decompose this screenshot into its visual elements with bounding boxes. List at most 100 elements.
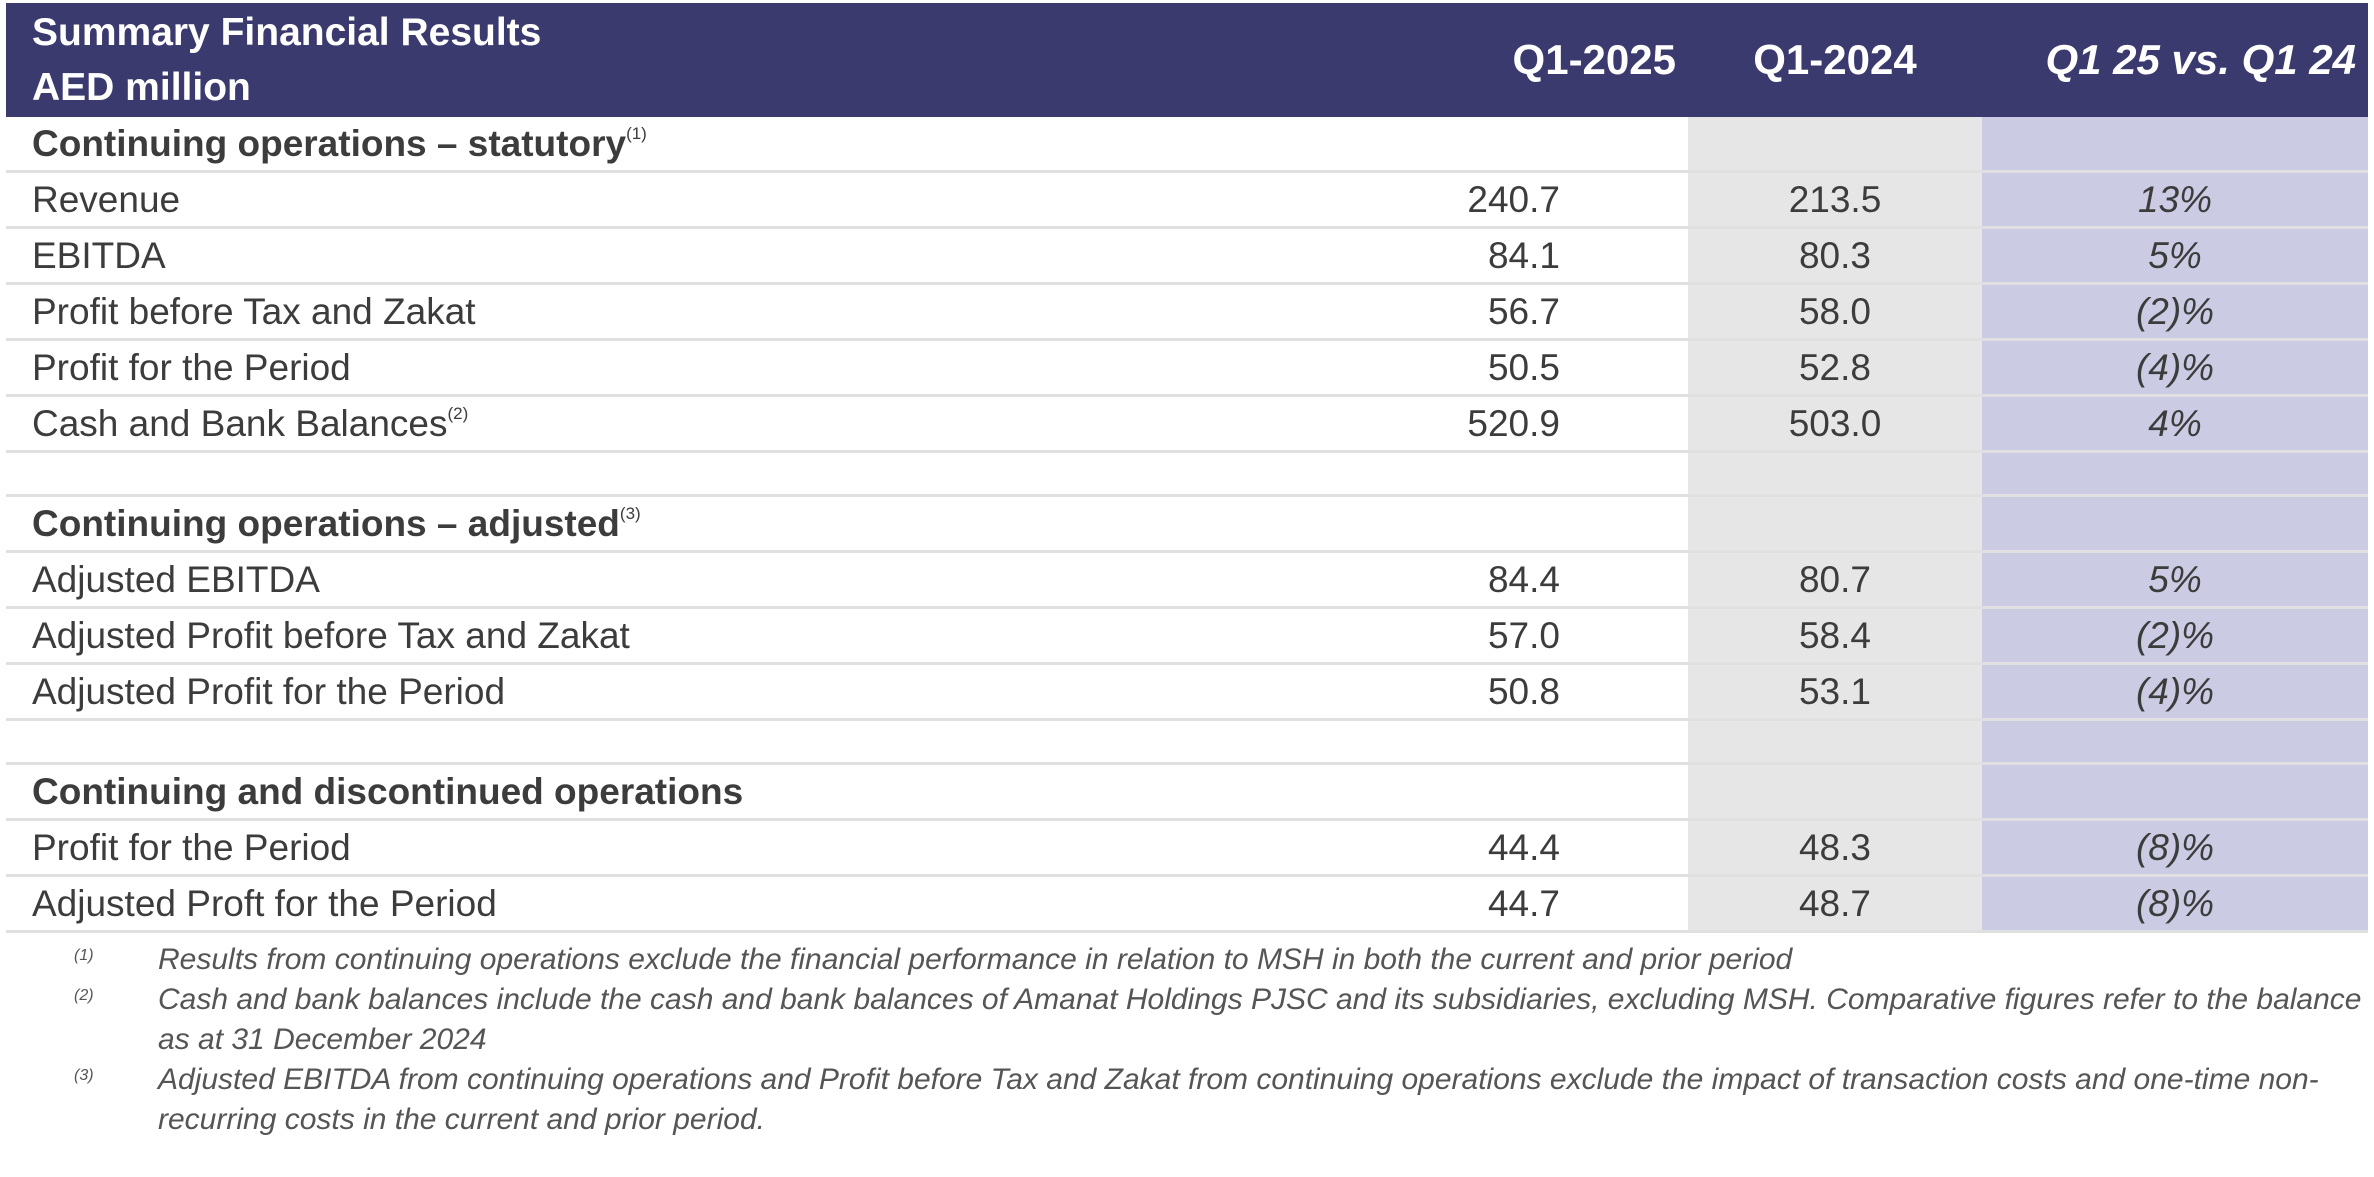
spacer-cell bbox=[1186, 451, 1688, 497]
table-row: Profit for the Period 50.5 52.8 (4)% bbox=[6, 339, 2368, 397]
spacer-cell bbox=[1688, 719, 1982, 765]
empty-cell bbox=[1982, 495, 2368, 553]
row-label: Adjusted Profit before Tax and Zakat bbox=[6, 607, 1186, 665]
row-label-text: Revenue bbox=[32, 178, 181, 220]
value-q1-2024: 48.7 bbox=[1688, 875, 1982, 933]
row-label: Profit before Tax and Zakat bbox=[6, 283, 1186, 341]
value-q1-2024: 80.3 bbox=[1688, 227, 1982, 285]
section-header-row: Continuing operations – statutory(1) bbox=[6, 117, 2368, 173]
value-q1-2024: 503.0 bbox=[1688, 395, 1982, 453]
value-q1-2024: 80.7 bbox=[1688, 551, 1982, 609]
value-variance: (4)% bbox=[1982, 339, 2368, 397]
table-row: Adjusted Profit for the Period 50.8 53.1 (4… bbox=[6, 663, 2368, 721]
row-label: Profit for the Period bbox=[6, 339, 1186, 397]
row-label: Profit for the Period bbox=[6, 819, 1186, 877]
table-row: Cash and Bank Balances(2) 520.9 503.0 4% bbox=[6, 395, 2368, 453]
row-label-text: Adjusted Profit before Tax and Zakat bbox=[32, 614, 630, 656]
table-row: EBITDA 84.1 80.3 5% bbox=[6, 227, 2368, 285]
footnote: (3) Adjusted EBITDA from continuing opera… bbox=[0, 1060, 2374, 1140]
footnote-marker: (3) bbox=[619, 503, 641, 523]
section-title-text: Continuing operations – adjusted bbox=[32, 502, 620, 544]
row-label-text: Adjusted EBITDA bbox=[32, 558, 320, 600]
row-label-text: Profit before Tax and Zakat bbox=[32, 290, 476, 332]
section-title: Continuing and discontinued operations bbox=[6, 763, 1186, 821]
col-header-q1-2025: Q1-2025 bbox=[1186, 3, 1688, 117]
table-row: Adjusted EBITDA 84.4 80.7 5% bbox=[6, 551, 2368, 609]
table-body: Continuing operations – statutory(1) Reve… bbox=[6, 117, 2368, 933]
row-label-text: EBITDA bbox=[32, 234, 166, 276]
value-variance: 13% bbox=[1982, 171, 2368, 229]
spacer-cell bbox=[1982, 719, 2368, 765]
value-variance: 5% bbox=[1982, 227, 2368, 285]
footnote-marker: (2) bbox=[447, 403, 469, 423]
value-variance: (8)% bbox=[1982, 819, 2368, 877]
value-q1-2025: 50.5 bbox=[1186, 339, 1688, 397]
empty-cell bbox=[1688, 117, 1982, 173]
row-label: Revenue bbox=[6, 171, 1186, 229]
footnote: (1) Results from continuing operations ex… bbox=[0, 940, 2374, 980]
spacer-cell bbox=[1186, 719, 1688, 765]
footnote-marker: (1) bbox=[626, 123, 647, 143]
col-header-variance: Q1 25 vs. Q1 24 bbox=[1982, 3, 2368, 117]
value-q1-2025: 44.7 bbox=[1186, 875, 1688, 933]
row-label: Adjusted Proft for the Period bbox=[6, 875, 1186, 933]
section-header-row: Continuing and discontinued operations bbox=[6, 763, 2368, 821]
value-q1-2025: 84.4 bbox=[1186, 551, 1688, 609]
row-label-text: Profit for the Period bbox=[32, 826, 351, 868]
row-label-text: Adjusted Profit for the Period bbox=[32, 670, 506, 712]
section-title-text: Continuing operations – statutory bbox=[32, 122, 627, 164]
empty-cell bbox=[1688, 763, 1982, 821]
value-variance: 4% bbox=[1982, 395, 2368, 453]
spacer-row bbox=[6, 719, 2368, 765]
table-row: Adjusted Proft for the Period 44.7 48.7 (8)… bbox=[6, 875, 2368, 933]
value-variance: (4)% bbox=[1982, 663, 2368, 721]
table-row: Adjusted Profit before Tax and Zakat 57.0… bbox=[6, 607, 2368, 665]
empty-cell bbox=[1982, 117, 2368, 173]
table-row: Profit for the Period 44.4 48.3 (8)% bbox=[6, 819, 2368, 877]
value-q1-2025: 240.7 bbox=[1186, 171, 1688, 229]
value-q1-2024: 58.0 bbox=[1688, 283, 1982, 341]
footnote-marker: (2) bbox=[74, 987, 94, 1004]
spacer-cell bbox=[6, 719, 1186, 765]
empty-cell bbox=[1186, 763, 1688, 821]
footnote: (2) Cash and bank balances include the ca… bbox=[0, 980, 2374, 1060]
value-q1-2025: 57.0 bbox=[1186, 607, 1688, 665]
table-row: Revenue 240.7 213.5 13% bbox=[6, 171, 2368, 229]
table-row: Profit before Tax and Zakat 56.7 58.0 (2)% bbox=[6, 283, 2368, 341]
value-variance: 5% bbox=[1982, 551, 2368, 609]
value-q1-2024: 52.8 bbox=[1688, 339, 1982, 397]
section-title-text: Continuing and discontinued operations bbox=[32, 770, 744, 812]
spacer-cell bbox=[1982, 451, 2368, 497]
empty-cell bbox=[1186, 117, 1688, 173]
footnotes: (1) Results from continuing operations ex… bbox=[0, 940, 2374, 1140]
value-variance: (2)% bbox=[1982, 607, 2368, 665]
value-q1-2024: 53.1 bbox=[1688, 663, 1982, 721]
section-title: Continuing operations – adjusted(3) bbox=[6, 495, 1186, 553]
footnote-marker: (1) bbox=[74, 947, 94, 964]
value-q1-2025: 44.4 bbox=[1186, 819, 1688, 877]
table-title-line2: AED million bbox=[32, 66, 251, 109]
financial-results-table: Summary Financial Results AED million Q1… bbox=[6, 3, 2368, 933]
col-header-q1-2024: Q1-2024 bbox=[1688, 3, 1982, 117]
table-title-line1: Summary Financial Results bbox=[32, 11, 542, 54]
footnote-text: Results from continuing operations exclu… bbox=[158, 943, 1793, 976]
value-q1-2025: 84.1 bbox=[1186, 227, 1688, 285]
value-variance: (2)% bbox=[1982, 283, 2368, 341]
spacer-cell bbox=[6, 451, 1186, 497]
row-label-text: Profit for the Period bbox=[32, 346, 351, 388]
row-label: Adjusted Profit for the Period bbox=[6, 663, 1186, 721]
table-header: Summary Financial Results AED million Q1… bbox=[6, 3, 2368, 117]
row-label: Adjusted EBITDA bbox=[6, 551, 1186, 609]
row-label: Cash and Bank Balances(2) bbox=[6, 395, 1186, 453]
empty-cell bbox=[1186, 495, 1688, 553]
section-header-row: Continuing operations – adjusted(3) bbox=[6, 495, 2368, 553]
value-q1-2025: 56.7 bbox=[1186, 283, 1688, 341]
value-q1-2024: 213.5 bbox=[1688, 171, 1982, 229]
footnote-text: Cash and bank balances include the cash … bbox=[158, 983, 2362, 1056]
row-label: EBITDA bbox=[6, 227, 1186, 285]
value-q1-2024: 48.3 bbox=[1688, 819, 1982, 877]
spacer-row bbox=[6, 451, 2368, 497]
row-label-text: Cash and Bank Balances bbox=[32, 402, 448, 444]
row-label-text: Adjusted Proft for the Period bbox=[32, 882, 497, 924]
spacer-cell bbox=[1688, 451, 1982, 497]
